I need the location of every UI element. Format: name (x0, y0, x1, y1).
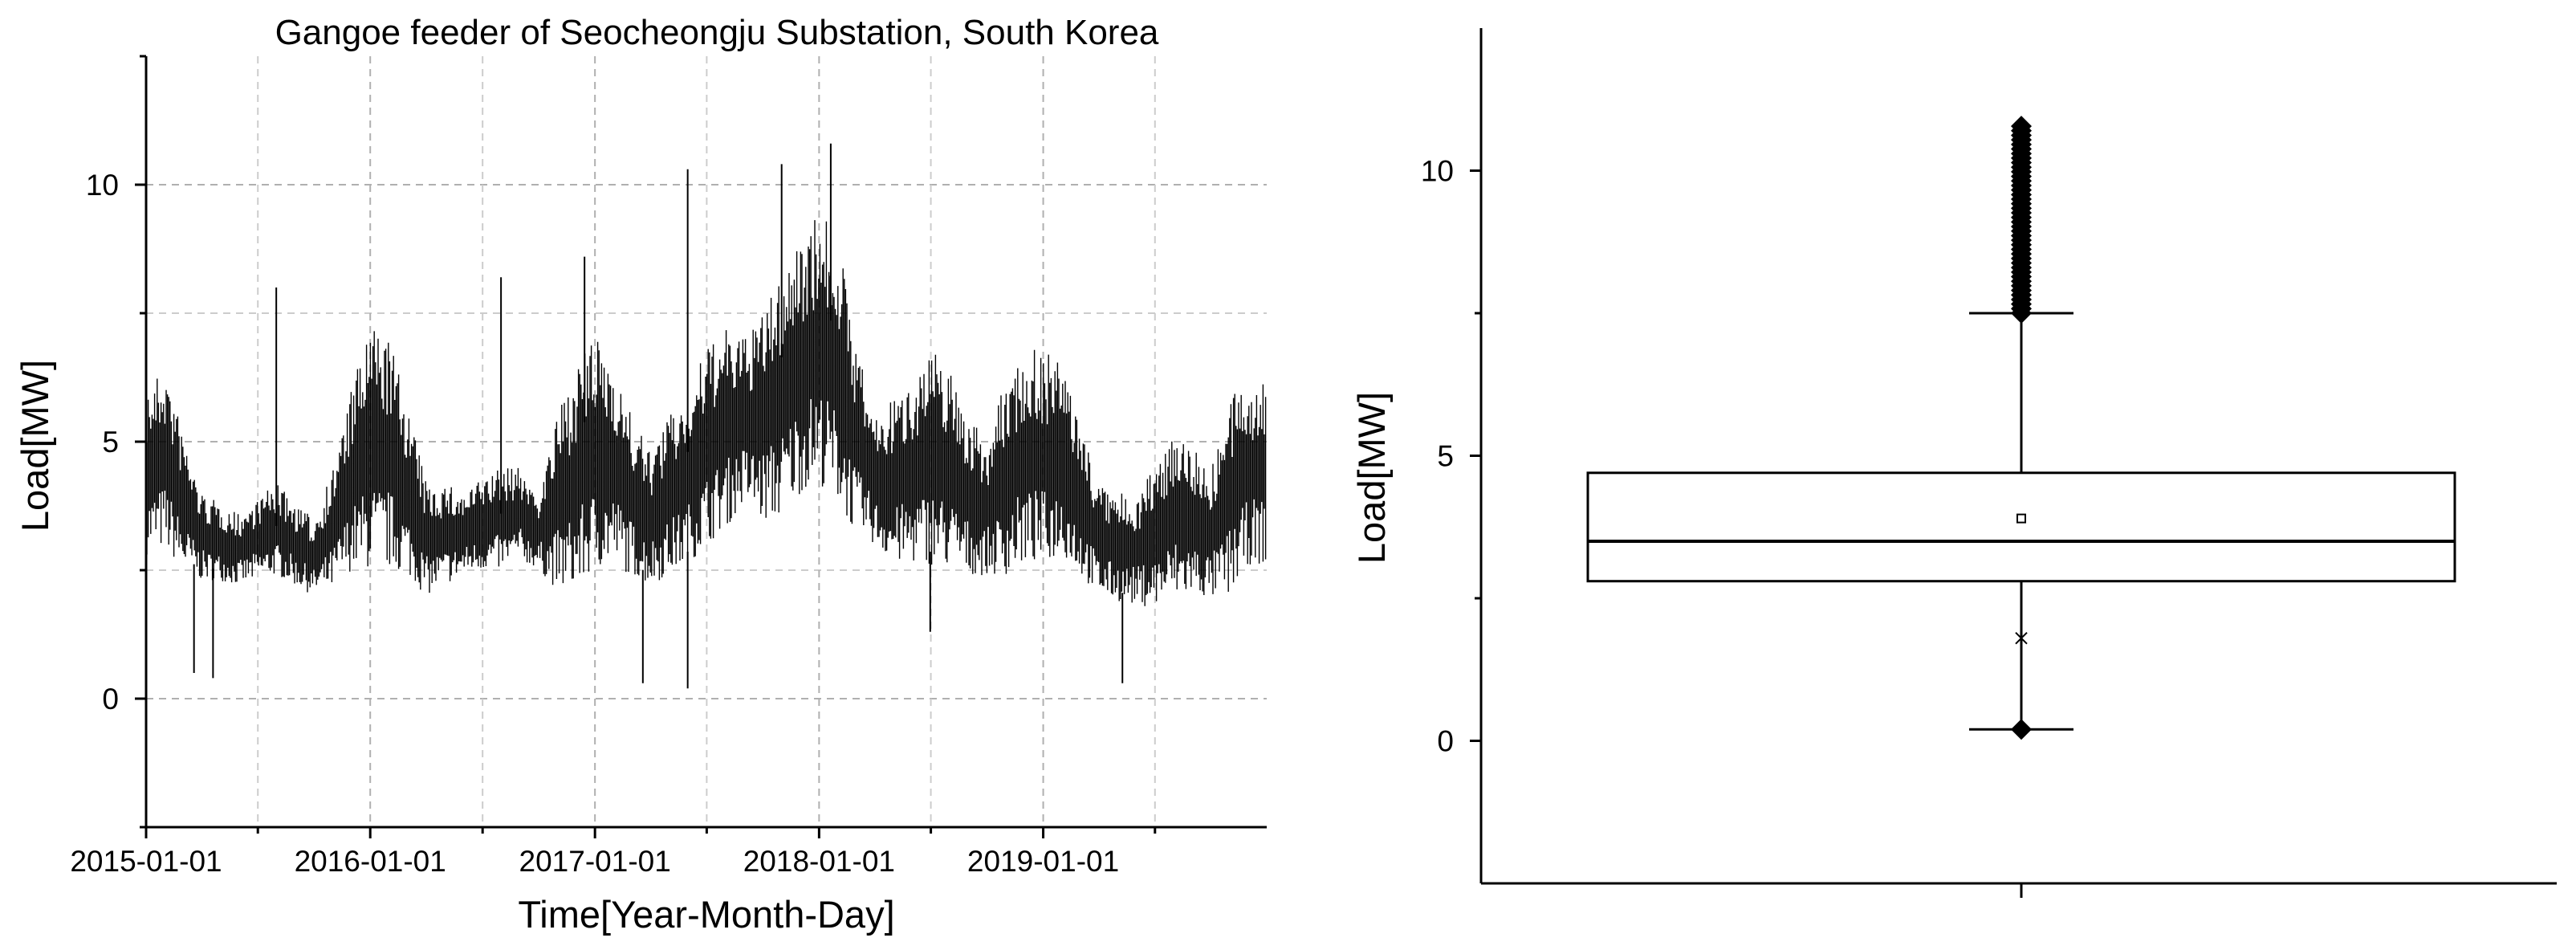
x-tick-label: 2018-01-01 (743, 845, 895, 878)
outlier-point (2011, 719, 2032, 740)
box-plot-tick-labels: 0 5 10 (1421, 155, 1454, 758)
box-y-tick-label: 5 (1437, 440, 1454, 473)
box-y-tick-label: 0 (1437, 725, 1454, 758)
load-series (146, 143, 1267, 689)
x-tick-label: 2016-01-01 (295, 845, 446, 878)
x-axis-title: Time[Year-Month-Day] (518, 893, 894, 936)
y-tick-label: 10 (86, 169, 119, 202)
x-tick-label: 2019-01-01 (967, 845, 1119, 878)
time-series-tick-labels: 0 5 10 2015-01-01 2016-01-01 2017-01-01 2018-0… (70, 169, 1119, 878)
box-plot-axes (1470, 28, 2557, 898)
min-marker (2015, 631, 2028, 645)
mean-marker (2016, 513, 2026, 524)
x-tick-label: 2015-01-01 (70, 845, 222, 878)
x-tick-label: 2017-01-01 (519, 845, 671, 878)
y-axis-title: Load[MW] (14, 360, 56, 532)
box-y-axis-title: Load[MW] (1350, 392, 1393, 564)
time-series-chart: Gangoe feeder of Seocheongju Substation,… (14, 13, 1267, 936)
y-tick-label: 0 (102, 683, 119, 716)
box-y-tick-label: 10 (1421, 155, 1454, 188)
box-plot-chart: 0 5 10 Load[MW] (1350, 28, 2557, 898)
y-tick-label: 5 (102, 426, 119, 459)
interquartile-box (1586, 471, 2456, 583)
time-series-axes (135, 55, 1267, 838)
box-plot-body (1586, 116, 2456, 740)
chart-title: Gangoe feeder of Seocheongju Substation,… (275, 13, 1159, 52)
outlier-point (2011, 116, 2032, 137)
